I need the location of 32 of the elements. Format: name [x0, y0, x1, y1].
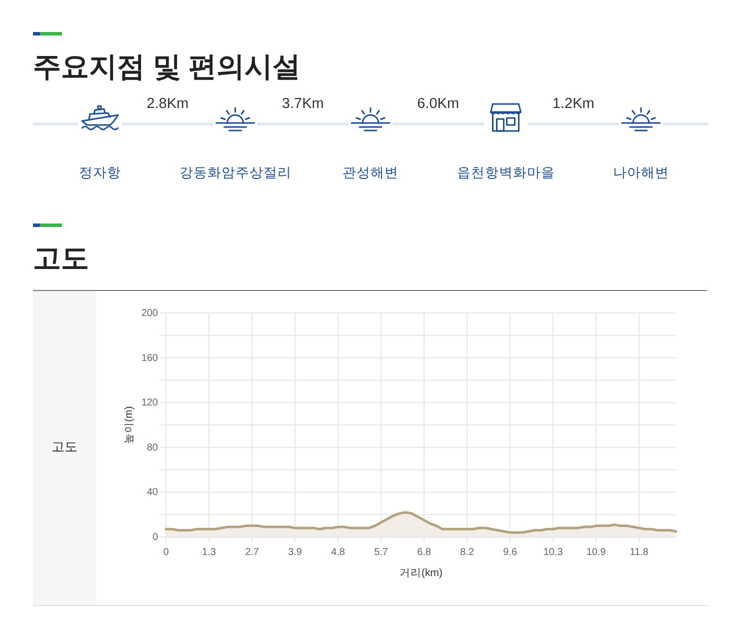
x-tick-label: 8.2 [460, 546, 474, 558]
x-tick-label: 0 [163, 546, 170, 558]
text: 주요지점 및 편의시설 [33, 51, 301, 82]
category-label: 강동화암주상절리 [179, 164, 292, 180]
category-label: 관성해변 [342, 164, 398, 180]
x-tick-label: 1.3 [202, 546, 216, 558]
y-tick-label: 80 [146, 442, 158, 453]
text: 6.0Km [417, 96, 460, 112]
x-tick-label: 4.8 [331, 546, 346, 558]
x-tick-label: 3.9 [288, 546, 302, 558]
y-tick-label: 120 [141, 397, 158, 408]
category-label: 읍천항벽화마을 [456, 164, 555, 180]
x-tick-label: 11.8 [630, 546, 649, 558]
text: 고도 [52, 438, 78, 454]
x-tick-label: 5.7 [374, 546, 388, 558]
text: 3.7Km [282, 96, 324, 112]
y-tick-label: 160 [141, 352, 158, 364]
chart-title: 고도 [33, 242, 89, 274]
y-tick-label: 200 [141, 308, 158, 318]
y-tick-label: 0 [152, 532, 158, 542]
category-label: 정자항 [79, 164, 121, 180]
x-tick-label: 9.6 [503, 546, 518, 558]
text: 2.8Km [146, 96, 189, 112]
x-tick-label: 2.7 [245, 546, 260, 558]
y-tick-label: 40 [146, 486, 158, 498]
text: 1.2Km [552, 96, 594, 112]
x-tick-label: 6.8 [417, 546, 432, 558]
x-axis-title: 거리(km) [400, 567, 442, 579]
x-tick-label: 10.3 [543, 546, 564, 558]
x-tick-label: 10.9 [586, 546, 606, 558]
y-axis-title: 높이(m) [123, 406, 135, 444]
category-label: 나아해변 [613, 164, 669, 180]
